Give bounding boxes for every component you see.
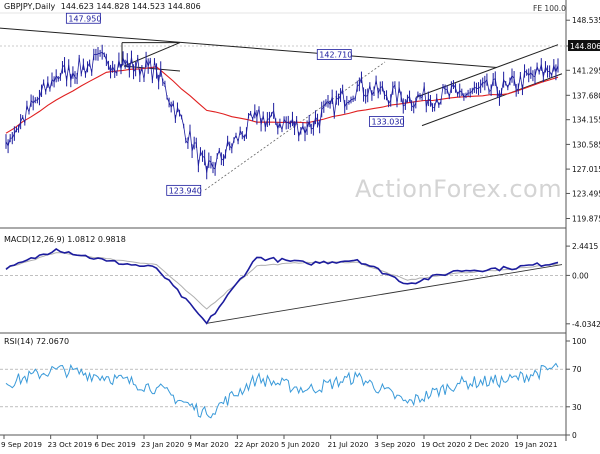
- price-line: [5, 51, 559, 173]
- macd-y-tick-label: -4.0342: [572, 320, 600, 329]
- rsi-y-tick-label: 100: [572, 337, 587, 346]
- price-y-tick-label: 119.875: [572, 214, 600, 223]
- price-y-tick-label: 134.155: [572, 116, 600, 125]
- falling-trend-line: [0, 27, 498, 68]
- x-tick-label: 21 Jul 2020: [328, 440, 369, 449]
- x-tick-label: 2 Dec 2020: [468, 440, 510, 449]
- rsi-header: RSI(14) 72.0670: [4, 337, 70, 346]
- consolidation-box: [122, 42, 181, 72]
- annotation-box: [65, 12, 101, 24]
- price-y-tick-label: 123.495: [572, 189, 600, 198]
- annotation-box: [166, 184, 202, 196]
- channel-upper-line: [415, 44, 559, 98]
- x-tick-label: 6 Dec 2019: [94, 440, 136, 449]
- annotation-label: 133.030: [371, 117, 404, 126]
- annotation-label: 123.940: [169, 186, 202, 195]
- price-chart: 148.535 144.806 141.295 137.680 134.155 130.5…: [0, 0, 600, 234]
- last-price-label: 144.806: [570, 42, 600, 51]
- fe-label: FE 100.0: [533, 4, 566, 13]
- annotation-box: [369, 116, 404, 127]
- watermark: ActionForex.com: [355, 175, 563, 203]
- x-tick-label: 19 Oct 2020: [421, 440, 466, 449]
- ohlc-label: 144.623 144.828 144.523 144.806: [60, 2, 201, 11]
- price-y-tick-label: 130.585: [572, 140, 600, 149]
- x-tick-label: 9 Mar 2020: [188, 440, 229, 449]
- signal-line: [5, 252, 559, 310]
- x-tick-label: 23 Oct 2019: [48, 440, 93, 449]
- x-tick-label: 9 Sep 2019: [1, 440, 42, 449]
- retrace-dotted-line: [204, 61, 386, 191]
- x-tick-label: 3 Sep 2020: [374, 440, 415, 449]
- price-y-tick-label: 141.295: [572, 66, 600, 75]
- price-y-tick-label: 148.535: [572, 16, 600, 25]
- x-tick-label: 19 Jan 2021: [514, 440, 557, 449]
- rsi-line: [5, 362, 559, 419]
- rsi-pane: 100 70 30 0 9 Sep 2019 23 Oct 2019 6 Dec 2019 2…: [0, 335, 600, 450]
- x-tick-label: 22 Apr 2020: [234, 440, 279, 449]
- x-tick-label: 5 Jun 2020: [281, 440, 320, 449]
- last-price-tag: [568, 40, 600, 52]
- macd-pane: 2.4415 0.00 -4.0342 MACD(12,26,9) 1.0812 0…: [0, 233, 600, 339]
- channel-lower-line: [421, 73, 563, 127]
- annotation-label: 147.950: [68, 14, 101, 23]
- rsi-y-tick-label: 0: [572, 431, 577, 440]
- annotation-box: [316, 49, 352, 60]
- rsi-y-tick-label: 30: [572, 403, 582, 412]
- macd-y-tick-label: 2.4415: [572, 242, 598, 251]
- macd-header: MACD(12,26,9) 1.0812 0.9818: [4, 235, 126, 244]
- price-y-tick-label: 137.680: [572, 91, 600, 100]
- macd-line: [5, 248, 559, 325]
- annotation-label: 142.710: [319, 51, 352, 60]
- moving-average-line: [5, 66, 559, 134]
- price-y-tick-label: 127.015: [572, 165, 600, 174]
- macd-chart: 2.4415 0.00 -4.0342: [0, 233, 600, 339]
- rsi-chart: 100 70 30 0 9 Sep 2019 23 Oct 2019 6 Dec 2019 2…: [0, 335, 587, 449]
- price-pane: 148.535 144.806 141.295 137.680 134.155 130.5…: [0, 0, 600, 234]
- macd-y-tick-label: 0.00: [572, 271, 589, 280]
- macd-trend-line: [205, 264, 563, 324]
- x-tick-label: 23 Jan 2020: [141, 440, 185, 449]
- rsi-y-tick-label: 70: [572, 365, 582, 374]
- symbol-label: GBPJPY,Daily: [4, 2, 56, 11]
- price-header: GBPJPY,Daily 144.623 144.828 144.523 144…: [4, 2, 204, 11]
